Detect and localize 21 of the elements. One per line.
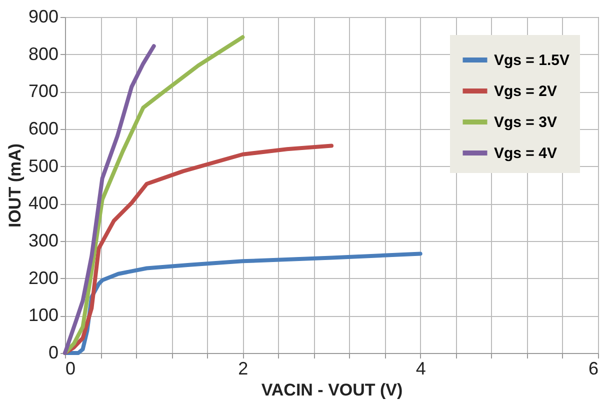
x-tick-label: 2: [238, 358, 248, 378]
y-tick-label: 300: [28, 230, 58, 250]
line-series: [63, 44, 156, 355]
y-tick-label: 500: [28, 156, 58, 176]
y-tick-label: 0: [48, 342, 58, 362]
y-axis-title: IOUT (mA): [5, 143, 24, 228]
legend-label: Vgs = 1.5V: [494, 52, 570, 69]
x-axis-title: VACIN - VOUT (V): [261, 380, 403, 400]
legend-label: Vgs = 4V: [494, 145, 557, 162]
x-tick-label: 0: [66, 358, 76, 378]
y-tick-label: 400: [28, 193, 58, 214]
y-tick-label: 800: [28, 44, 58, 64]
y-tick-label: 900: [28, 6, 58, 26]
y-tick-label: 200: [28, 268, 58, 288]
y-tick-label: 100: [28, 305, 58, 326]
y-tick-label: 700: [28, 81, 58, 102]
x-tick-label: 6: [588, 358, 598, 378]
legend-label: Vgs = 3V: [494, 114, 557, 131]
legend-label: Vgs = 2V: [494, 83, 557, 100]
y-tick-label: 600: [28, 118, 58, 138]
x-tick-label: 4: [416, 358, 426, 378]
